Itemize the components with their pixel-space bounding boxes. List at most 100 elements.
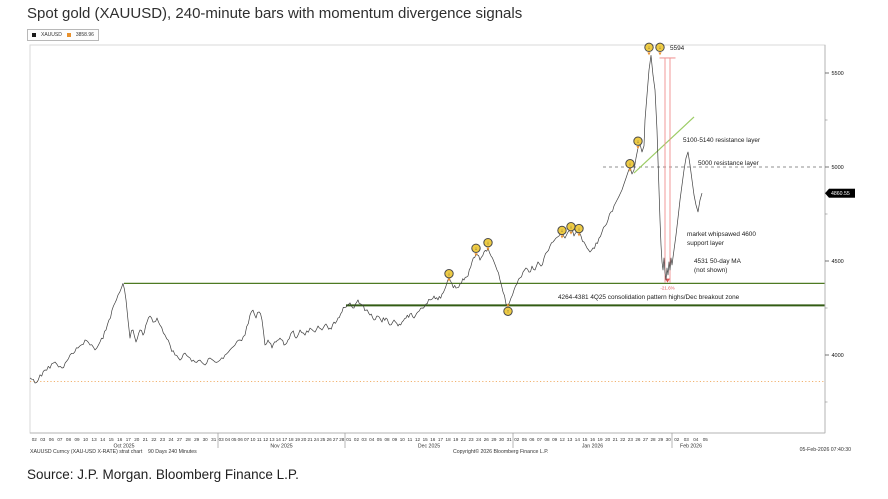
- divergence-tick: [636, 146, 640, 150]
- divergence-glyph: ↓: [659, 45, 662, 51]
- date-label: 28: [186, 437, 192, 442]
- divergence-signal-icon: [471, 243, 481, 254]
- annotation-0: 5594: [670, 45, 685, 52]
- date-label: 16: [430, 437, 436, 442]
- date-label: 01: [346, 437, 352, 442]
- date-label: 18: [446, 437, 452, 442]
- divergence-tick: [628, 168, 632, 172]
- date-label: 27: [177, 437, 183, 442]
- date-label: 04: [369, 437, 375, 442]
- divergence-glyph: ↓: [487, 240, 490, 246]
- date-label: 04: [225, 437, 231, 442]
- date-label: 16: [117, 437, 123, 442]
- date-label: 09: [392, 437, 398, 442]
- date-label: 03: [362, 437, 368, 442]
- price-series: [29, 54, 703, 384]
- date-label: 24: [314, 437, 320, 442]
- date-label: 26: [327, 437, 333, 442]
- date-label: 30: [203, 437, 209, 442]
- date-label: 21: [308, 437, 314, 442]
- date-label: 04: [693, 437, 699, 442]
- date-label: 20: [301, 437, 307, 442]
- chart-title: Spot gold (XAUUSD), 240-minute bars with…: [27, 5, 523, 22]
- date-label: 21: [143, 437, 149, 442]
- divergence-tick: [560, 235, 564, 239]
- date-label: 08: [545, 437, 551, 442]
- footer-period-text: 90 Days 240 Minutes: [148, 449, 197, 455]
- date-label: 11: [408, 437, 413, 442]
- date-label: 23: [628, 437, 634, 442]
- date-label: 25: [320, 437, 326, 442]
- date-label: 10: [400, 437, 406, 442]
- date-label: 13: [269, 437, 275, 442]
- date-label: 20: [605, 437, 611, 442]
- footer-timestamp: 05-Feb-2026 07:40:30: [800, 447, 851, 453]
- plot-border: [29, 44, 826, 434]
- date-label: 26: [635, 437, 641, 442]
- annotation-7: 4264-4381 4Q25 consolidation pattern hig…: [558, 294, 740, 301]
- date-label: 02: [32, 437, 38, 442]
- date-label: 03: [684, 437, 690, 442]
- annotation-6: (not shown): [694, 267, 727, 274]
- divergence-signal-icon: [625, 159, 635, 169]
- date-label: 07: [244, 437, 250, 442]
- date-label: 27: [643, 437, 649, 442]
- date-label: 12: [263, 437, 269, 442]
- date-label: 08: [66, 437, 72, 442]
- legend-label-xauusd: XAUUSD: [41, 32, 62, 38]
- divergence-tick: [577, 233, 581, 237]
- date-label: 14: [575, 437, 581, 442]
- date-label: 09: [552, 437, 558, 442]
- divergence-glyph: ↓: [475, 246, 478, 252]
- date-label: 23: [468, 437, 474, 442]
- y-tick-label: 5000: [832, 165, 844, 171]
- divergence-tick: [506, 303, 510, 307]
- divergence-glyph: ↓: [629, 162, 632, 168]
- last-price-tag-notch: [825, 188, 829, 198]
- date-label: 30: [666, 437, 672, 442]
- date-label: 12: [415, 437, 421, 442]
- x-axis: 02 03 06 07 08 09 10 13 14 15 16 17 20 21 22 23 24 27 28 29…: [30, 432, 825, 450]
- date-label: 17: [282, 437, 288, 442]
- date-label: 31: [507, 437, 513, 442]
- date-label: 10: [250, 437, 256, 442]
- date-label: 13: [567, 437, 573, 442]
- chart-legend[interactable]: XAUUSD 3858.96: [27, 29, 99, 41]
- date-label: 23: [160, 437, 166, 442]
- divergence-signal-icon: [644, 42, 654, 53]
- date-label: 07: [537, 437, 543, 442]
- y-tick-label: 5500: [832, 71, 844, 77]
- date-label: 15: [582, 437, 588, 442]
- date-label: 14: [276, 437, 282, 442]
- last-price-value: 4860.55: [831, 191, 850, 197]
- legend-swatch-xauusd: [32, 33, 36, 37]
- divergence-tick: [658, 52, 662, 56]
- date-label: 15: [423, 437, 429, 442]
- date-label: 03: [219, 437, 225, 442]
- date-label: 19: [453, 437, 459, 442]
- annotation-4: support layer: [687, 240, 725, 247]
- annotation-5: 4531 50-day MA: [694, 258, 742, 265]
- divergence-glyph: ↓: [570, 224, 573, 230]
- annotation-2: 5000 resistance layer: [698, 160, 760, 167]
- month-label: Dec 2025: [418, 444, 440, 450]
- support-resistance-levels: [30, 166, 825, 382]
- date-label: 20: [134, 437, 140, 442]
- divergence-glyph: ↓: [448, 271, 451, 277]
- date-label: 24: [476, 437, 482, 442]
- date-label: 02: [354, 437, 360, 442]
- last-price-tag-box: [829, 188, 855, 198]
- divergence-glyph: ↓: [648, 45, 651, 51]
- date-label: 02: [674, 437, 680, 442]
- date-label: 22: [151, 437, 157, 442]
- date-label: 29: [194, 437, 200, 442]
- date-label: 12: [560, 437, 566, 442]
- divergence-glyph: ↓: [561, 228, 564, 234]
- divergence-signal-icon: [574, 223, 584, 234]
- date-label: 06: [529, 437, 535, 442]
- divergence-tick: [569, 231, 573, 235]
- source-line: Source: J.P. Morgan. Bloomberg Finance L…: [27, 467, 299, 482]
- date-label: 19: [295, 437, 301, 442]
- date-label: 14: [100, 437, 106, 442]
